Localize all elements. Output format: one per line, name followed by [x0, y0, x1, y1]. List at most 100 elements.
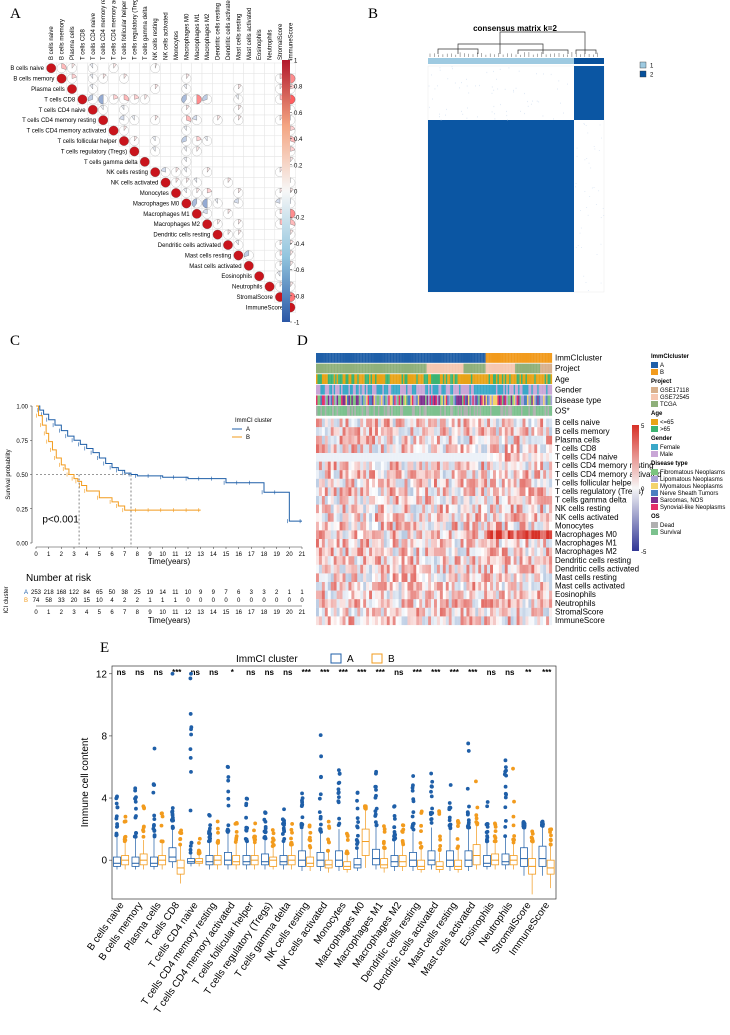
- annotation-cell: [472, 395, 474, 406]
- heatmap-cell: [369, 513, 373, 522]
- box-outlier: [226, 828, 231, 833]
- heatmap-cell: [389, 478, 393, 488]
- heatmap-row-label: NK cells activated: [555, 513, 619, 522]
- box-outlier: [308, 845, 313, 850]
- heatmap-cell: [419, 556, 423, 565]
- annotation-cell: [354, 363, 356, 374]
- heatmap-cell: [389, 444, 393, 454]
- annotation-cell: [544, 406, 547, 416]
- heatmap-cell: [413, 478, 417, 488]
- heatmap-cell: [445, 487, 449, 497]
- heatmap-cell: [363, 513, 367, 522]
- heatmap-cell: [448, 427, 452, 436]
- heatmap-cell: [537, 461, 541, 471]
- heatmap-cell: [416, 427, 420, 436]
- box-outlier: [336, 768, 341, 773]
- annotation-cell: [540, 353, 542, 363]
- heatmap-cell: [525, 453, 529, 462]
- annotation-cell: [404, 353, 407, 363]
- annotation-cell: [473, 406, 476, 416]
- box-outlier: [374, 806, 379, 811]
- heatmap-cell: [507, 607, 511, 617]
- annotation-cell: [490, 384, 492, 395]
- heatmap-cell: [327, 418, 331, 428]
- box-outlier: [493, 839, 498, 844]
- heatmap-cell: [478, 547, 482, 557]
- box-iqr: [398, 855, 407, 867]
- heatmap-row-label: Dendritic cells resting: [555, 556, 631, 565]
- heatmap-cell: [525, 582, 529, 591]
- annotation-cell: [523, 384, 526, 395]
- heatmap-cell: [469, 616, 473, 626]
- corr-cell: [212, 73, 224, 85]
- heatmap-cell: [392, 530, 396, 540]
- heatmap-cell: [442, 590, 446, 600]
- corr-cell: [212, 62, 224, 74]
- heatmap-cell: [516, 616, 520, 626]
- heatmap-cell: [330, 590, 334, 600]
- annotation-cell: [416, 384, 418, 395]
- corr-cell: [191, 62, 203, 74]
- heatmap-cell: [445, 435, 449, 445]
- annotation-cell: [463, 374, 466, 384]
- risk-table-count: 38: [121, 590, 128, 596]
- heatmap-cell: [431, 564, 435, 574]
- annotation-cell: [447, 406, 449, 416]
- annotation-cell: [333, 395, 336, 406]
- annotation-cell: [316, 406, 318, 416]
- heatmap-cell: [466, 513, 470, 522]
- annotation-cell: [401, 363, 404, 374]
- annotation-cell: [497, 363, 499, 374]
- heatmap-cell: [354, 418, 358, 428]
- corr-pie-slice: [181, 94, 187, 104]
- heatmap-cell: [537, 435, 541, 445]
- heatmap-cell: [490, 590, 494, 600]
- annotation-cell: [407, 395, 410, 406]
- heatmap-cell: [360, 470, 364, 479]
- heatmap-cell: [490, 478, 494, 488]
- heatmap-cell: [501, 504, 505, 514]
- heatmap-cell: [495, 599, 499, 608]
- heatmap-cell: [366, 556, 370, 565]
- km-x-tick-label: 17: [248, 552, 255, 558]
- annotation-cell: [332, 384, 334, 395]
- heatmap-cell: [360, 444, 364, 454]
- annotation-cell: [357, 384, 359, 395]
- heatmap-cell: [540, 521, 544, 531]
- heatmap-cell: [481, 461, 485, 471]
- heatmap-cell: [345, 427, 349, 436]
- annotation-cell: [439, 353, 442, 363]
- heatmap-cell: [516, 521, 520, 531]
- heatmap-cell: [369, 556, 373, 565]
- corr-pie-slice: [290, 281, 294, 288]
- annotation-cell: [441, 353, 443, 363]
- annotation-cell: [366, 374, 368, 384]
- annotation-cell: [364, 384, 367, 395]
- box-outlier: [318, 822, 323, 827]
- heatmap-cell: [531, 435, 535, 445]
- heatmap-cell: [404, 513, 408, 522]
- corr-pie-slice: [183, 146, 187, 152]
- box-outlier: [318, 814, 323, 819]
- heatmap-cell: [392, 582, 396, 591]
- heatmap-cell: [389, 435, 393, 445]
- annotation-cell: [445, 353, 448, 363]
- annotation-cell: [510, 406, 513, 416]
- risk-table-x-tick: 10: [159, 610, 166, 616]
- heatmap-cell: [401, 547, 405, 557]
- heatmap-cell: [395, 453, 399, 462]
- heatmap-cell: [531, 504, 535, 514]
- annotation-cell: [528, 406, 530, 416]
- heatmap-cell: [522, 573, 526, 583]
- heatmap-cell: [324, 504, 328, 514]
- annotation-cell: [326, 406, 328, 416]
- heatmap-cell: [401, 418, 405, 428]
- box-y-label: Immune cell content: [80, 738, 91, 828]
- heatmap-cell: [392, 427, 396, 436]
- risk-table-count: 1: [288, 590, 292, 596]
- heatmap-cell: [478, 513, 482, 522]
- heatmap-cell: [336, 599, 340, 608]
- heatmap-cell: [357, 607, 361, 617]
- heatmap-cell: [434, 607, 438, 617]
- heatmap-cell: [383, 582, 387, 591]
